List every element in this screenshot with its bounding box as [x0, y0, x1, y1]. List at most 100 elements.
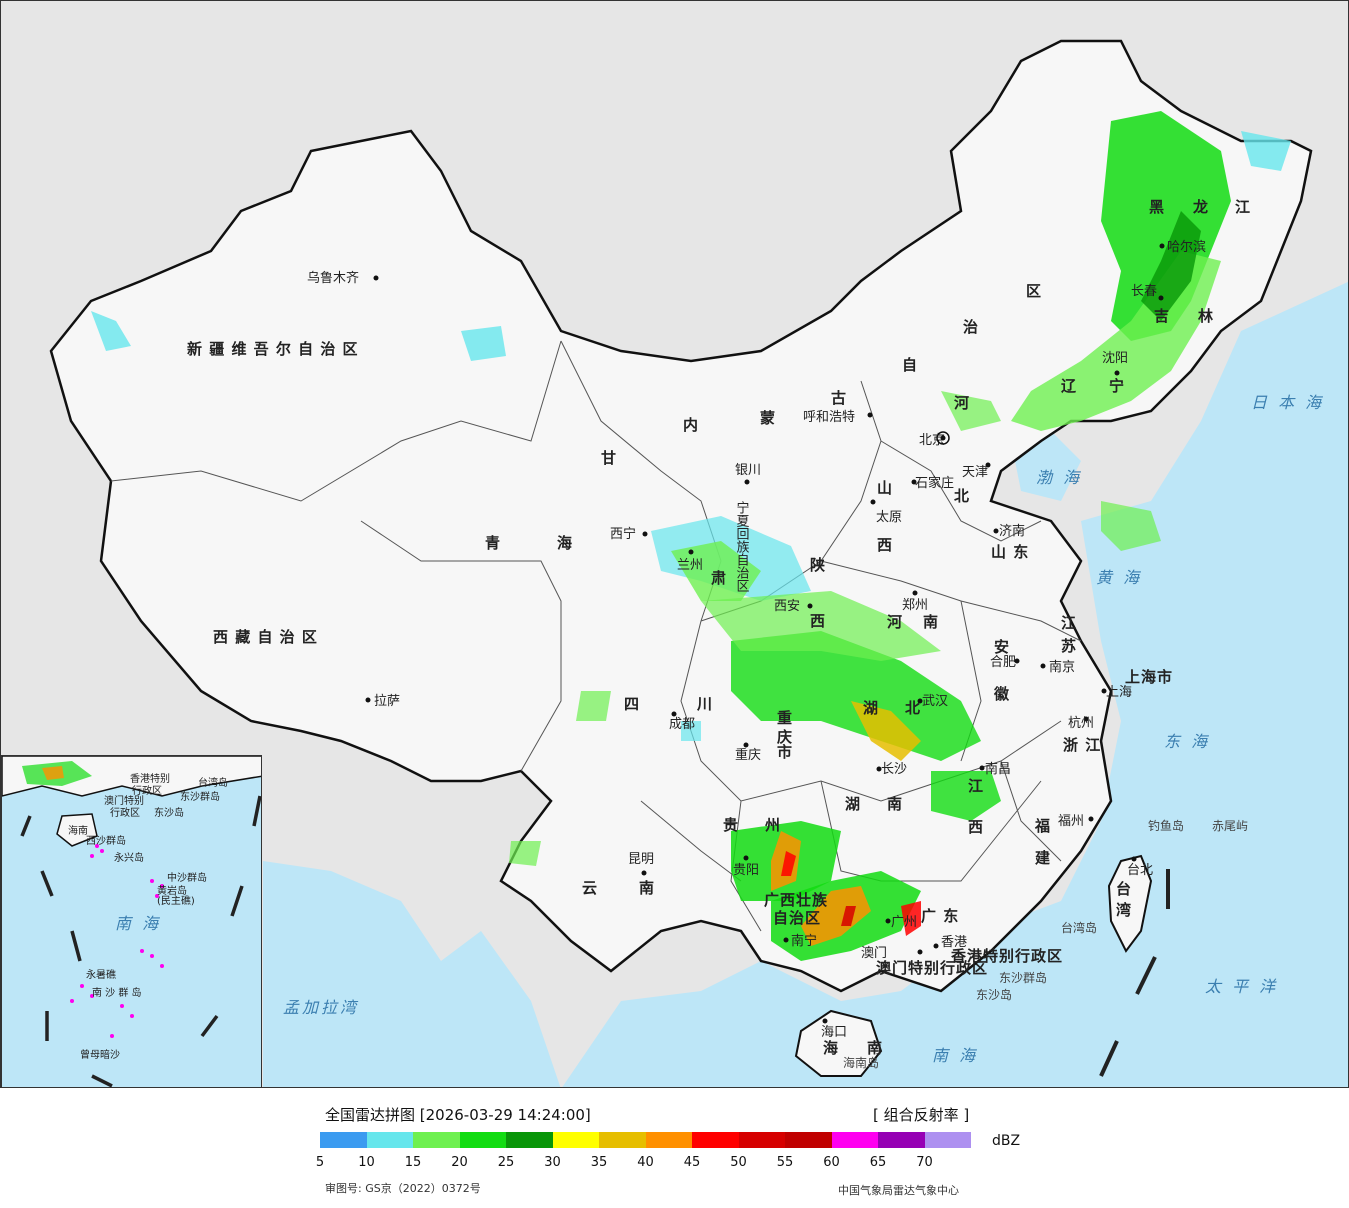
city-label: 西宁: [610, 526, 636, 542]
region-label: 陕: [810, 556, 826, 574]
region-label: 香港特别行政区: [951, 947, 1063, 965]
sea-label: 南 海: [932, 1046, 978, 1065]
inset-label: 永兴岛: [114, 851, 144, 864]
review-number: 审图号: GS京（2022）0372号: [325, 1182, 481, 1195]
colorbar-swatch: [320, 1132, 367, 1148]
region-label: 自治区: [773, 909, 821, 927]
colorbar-swatch: [645, 1132, 692, 1148]
region-label: 河: [887, 613, 903, 631]
colorbar-swatch: [506, 1132, 553, 1148]
region-label: 安: [994, 638, 1010, 656]
island-label: 东沙岛: [976, 987, 1012, 1002]
maritime-boundary-marks: [1099, 869, 1170, 1077]
sea-label: 黄 海: [1096, 568, 1142, 587]
city-label: 石家庄: [915, 475, 954, 491]
region-label: 福: [1034, 817, 1051, 835]
colorbar-swatch: [692, 1132, 739, 1148]
city-label: 南昌: [985, 761, 1011, 777]
island-label: 海南岛: [843, 1055, 879, 1070]
city-label: 天津: [962, 465, 988, 480]
island-label: 钓鱼岛: [1148, 818, 1184, 833]
legend-title: 全国雷达拼图 [2026-03-29 14:24:00]: [325, 1106, 591, 1124]
region-label: 龙: [1192, 198, 1209, 216]
radar-map: 新 疆 维 吾 尔 自 治 区 西 藏 自 治 区 青 海 甘 肃 内 蒙 古 …: [0, 0, 1349, 1088]
inset-label: 行政区: [110, 806, 140, 819]
city-label: 沈阳: [1102, 351, 1128, 366]
region-label: 肃: [711, 569, 727, 587]
colorbar-tick-label: 15: [404, 1155, 422, 1170]
city-label: 海口: [821, 1025, 847, 1040]
colorbar: [320, 1132, 971, 1148]
colorbar-swatch: [878, 1132, 925, 1148]
capital-marker: [936, 431, 950, 445]
region-label: 辽: [1061, 377, 1077, 395]
colorbar-swatch: [413, 1132, 460, 1148]
region-label: 南: [867, 1039, 883, 1057]
city-label: 广州: [891, 915, 917, 930]
city-label: 合肥: [990, 655, 1016, 670]
region-label: 区: [1026, 282, 1042, 300]
inset-label: 澳门特别: [104, 794, 144, 807]
region-label: 吉: [1154, 307, 1170, 325]
unit-label: dBZ: [992, 1133, 1021, 1149]
region-label: 甘: [601, 449, 617, 467]
legend-panel: [0, 1088, 1349, 1208]
organization-label: 中国气象局雷达气象中心: [838, 1184, 959, 1197]
city-label: 西安: [774, 599, 800, 614]
region-label: 河: [954, 394, 970, 412]
taiwan-outline: [1107, 854, 1153, 953]
city-label: 哈尔滨: [1167, 239, 1206, 255]
region-label: 南: [887, 795, 903, 813]
colorbar-tick-label: 45: [683, 1155, 701, 1170]
colorbar-tick-label: 55: [776, 1155, 794, 1170]
region-label: 川: [696, 695, 713, 713]
colorbar-tick-label: 10: [358, 1155, 375, 1170]
region-label: 西: [810, 612, 826, 630]
city-label: 呼和浩特: [803, 410, 855, 425]
city-label: 拉萨: [374, 694, 400, 709]
inset-label: 中沙群岛: [167, 871, 207, 884]
region-label: 湖: [863, 699, 879, 717]
city-label: 北京: [919, 433, 945, 448]
region-label: 江: [1235, 198, 1251, 216]
region-label: 北: [905, 699, 921, 717]
island-labels: 钓鱼岛 赤尾屿 台湾岛 东沙群岛 东沙岛 海南岛: [843, 818, 1248, 1070]
region-label: 治: [963, 318, 979, 336]
colorbar-tick-label: 40: [637, 1155, 654, 1170]
region-label: 广 东: [921, 907, 959, 925]
region-label: 宁夏回族自治区: [734, 500, 750, 592]
inset-canvas: 香港特别 行政区 澳门特别 行政区 东沙群岛 东沙岛 台湾岛 海南 西沙群岛 永…: [2, 756, 261, 1087]
inset-label: 行政区: [132, 784, 162, 797]
region-label: 湖: [845, 795, 861, 813]
city-label: 乌鲁木齐: [307, 270, 359, 286]
region-label: 新 疆 维 吾 尔 自 治 区: [187, 340, 359, 358]
sea-label: 太 平 洋: [1205, 977, 1278, 996]
inset-label: 东沙岛: [154, 806, 184, 819]
region-label: 徽: [993, 685, 1010, 703]
region-label: 黑: [1149, 198, 1165, 216]
sea-labels: 渤 海 黄 海 东 海 南 海 日 本 海 太 平 洋 孟加拉湾: [283, 393, 1324, 1065]
colorbar-swatch: [599, 1132, 646, 1148]
city-label: 太原: [876, 510, 902, 525]
colorbar-tick-label: 65: [869, 1155, 887, 1170]
colorbar-tick-label: 70: [916, 1155, 933, 1170]
city-label: 香港: [941, 935, 967, 950]
region-label: 内: [683, 416, 699, 434]
region-label: 西 藏 自 治 区: [213, 628, 318, 646]
colorbar-swatch: [366, 1132, 413, 1148]
sea-label: 日 本 海: [1251, 393, 1324, 412]
region-label: 庆: [777, 728, 793, 746]
region-label: 云: [582, 879, 598, 897]
region-label: 苏: [1061, 637, 1077, 655]
colorbar-tick-label: 50: [730, 1155, 747, 1170]
hainan-outline: [794, 1009, 883, 1077]
city-markers: [365, 243, 1165, 1024]
colorbar-tick-label: 35: [590, 1155, 608, 1170]
city-label: 贵阳: [733, 863, 759, 878]
region-label: 江: [1061, 614, 1077, 632]
city-label: 台北: [1127, 863, 1153, 878]
city-label: 上海: [1106, 685, 1132, 700]
region-label: 宁: [1109, 377, 1125, 395]
region-label: 自: [902, 356, 918, 374]
region-label: 四: [624, 695, 640, 713]
